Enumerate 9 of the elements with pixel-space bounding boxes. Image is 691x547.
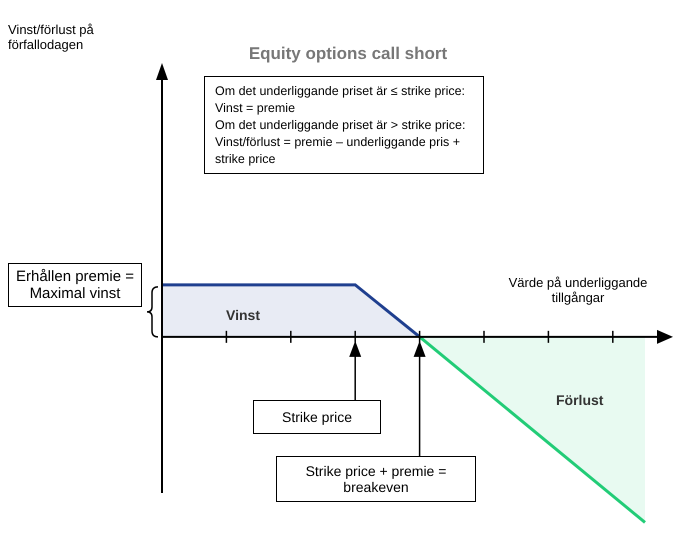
text: Vinst/förlust på förfallodagen (8, 22, 95, 52)
series-label: Vinst (226, 306, 260, 323)
series-label: Förlust (556, 392, 604, 408)
x-axis-title: Värde på underliggande tillgångar (508, 274, 648, 305)
chart-title: Equity options call short (248, 44, 448, 64)
text-box: Strike price (253, 400, 381, 434)
text-box: Erhållen premie = Maximal vinst (8, 263, 142, 307)
text-box: Om det underliggande priset är ≤ strike price: Vinst = premie Om det underliggande priset är > strike price: Vinst/förlust = premie – underliggande pris + strike price (204, 76, 484, 174)
text-box: Strike price + premie = breakeven (276, 456, 476, 502)
